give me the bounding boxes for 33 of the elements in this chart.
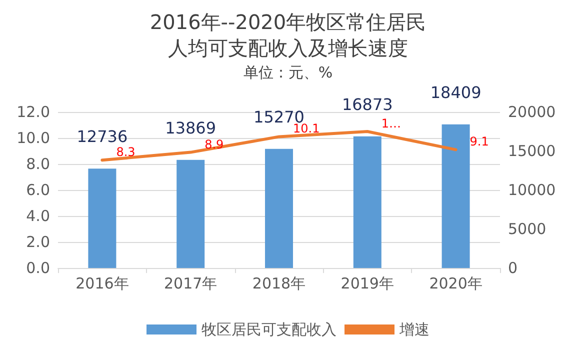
y-tick-label: 12.0 [16,103,50,121]
y2-tick-label: 10000 [508,181,556,199]
bar [88,168,116,268]
data-label: 13869 [165,118,216,138]
y-tick-label: 0.0 [26,259,50,277]
y-tick-label: 2.0 [26,233,50,251]
y2-tick-label: 20000 [508,103,556,121]
chart-subtitle: 单位：元、% [243,64,333,82]
y2-tick-label: 15000 [508,142,556,160]
data-label: 8.3 [116,145,136,160]
data-label: 18409 [430,82,482,102]
legend-label: 牧区居民可支配收入 [202,320,336,338]
chart-title: 2016年--2020年牧区常住居民人均可支配收入及增长速度 [150,10,426,60]
y2-tick-label: 5000 [508,220,546,238]
bar [265,148,293,268]
x-tick-label: 2018年 [252,274,306,292]
x-tick-label: 2020年 [429,274,482,292]
bar [442,124,470,268]
bar [353,136,382,268]
y-tick-label: 4.0 [26,207,50,225]
x-tick-label: 2016年 [76,274,129,292]
data-label: 9.1 [470,134,489,149]
y2-tick-label: 0 [508,259,518,277]
bar [176,160,205,268]
y-tick-label: 6.0 [26,181,50,199]
y-tick-label: 8.0 [26,155,50,173]
x-tick-label: 2017年 [164,274,218,292]
data-label: 1… [381,116,402,130]
data-label: 12736 [76,127,128,146]
x-tick-label: 2019年 [340,274,394,292]
y-tick-label: 10.0 [16,129,50,147]
legend-label: 增速 [398,320,430,338]
data-label: 16873 [342,94,393,114]
